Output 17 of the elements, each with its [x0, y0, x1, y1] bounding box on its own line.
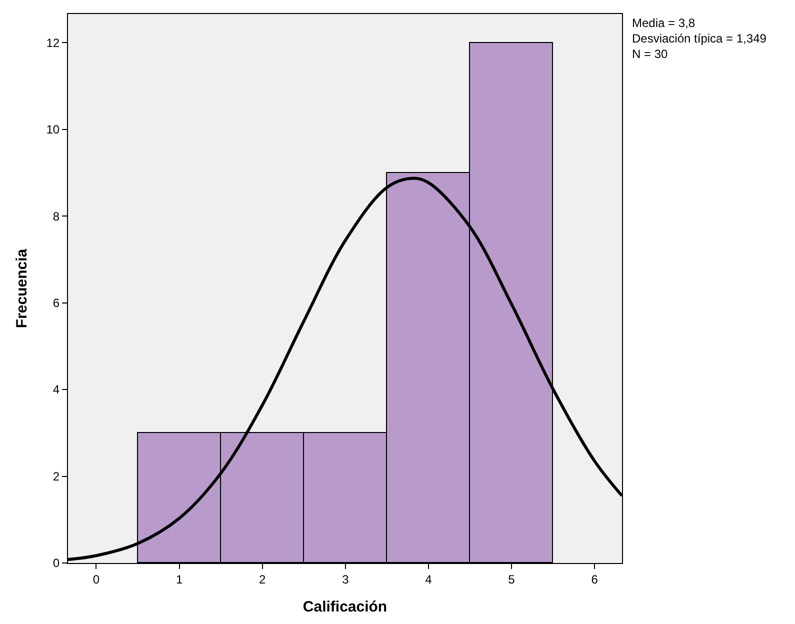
y-tick-label: 2: [52, 469, 60, 484]
y-tick-label: 4: [52, 382, 60, 397]
y-tick-label: 10: [46, 122, 60, 137]
x-tick-label: 1: [176, 572, 183, 586]
x-tick-label: 6: [591, 572, 598, 586]
x-tick-label: 3: [342, 572, 350, 586]
x-tick-label: 4: [425, 572, 432, 586]
text: Media = 3,8 Desviación típica = 1,349 N = 30: [632, 16, 767, 62]
x-tick-label: 5: [508, 572, 516, 586]
x-tick-label: 0: [92, 572, 100, 586]
x-tick-label: 2: [259, 572, 266, 586]
y-axis-title: Frecuencia: [13, 248, 30, 328]
x-axis-title: Calificación: [302, 598, 388, 616]
y-tick-label: 12: [46, 36, 60, 50]
y-tick-label: 8: [52, 209, 60, 224]
y-tick-label: 6: [52, 296, 60, 310]
y-tick-label: 0: [52, 556, 60, 570]
